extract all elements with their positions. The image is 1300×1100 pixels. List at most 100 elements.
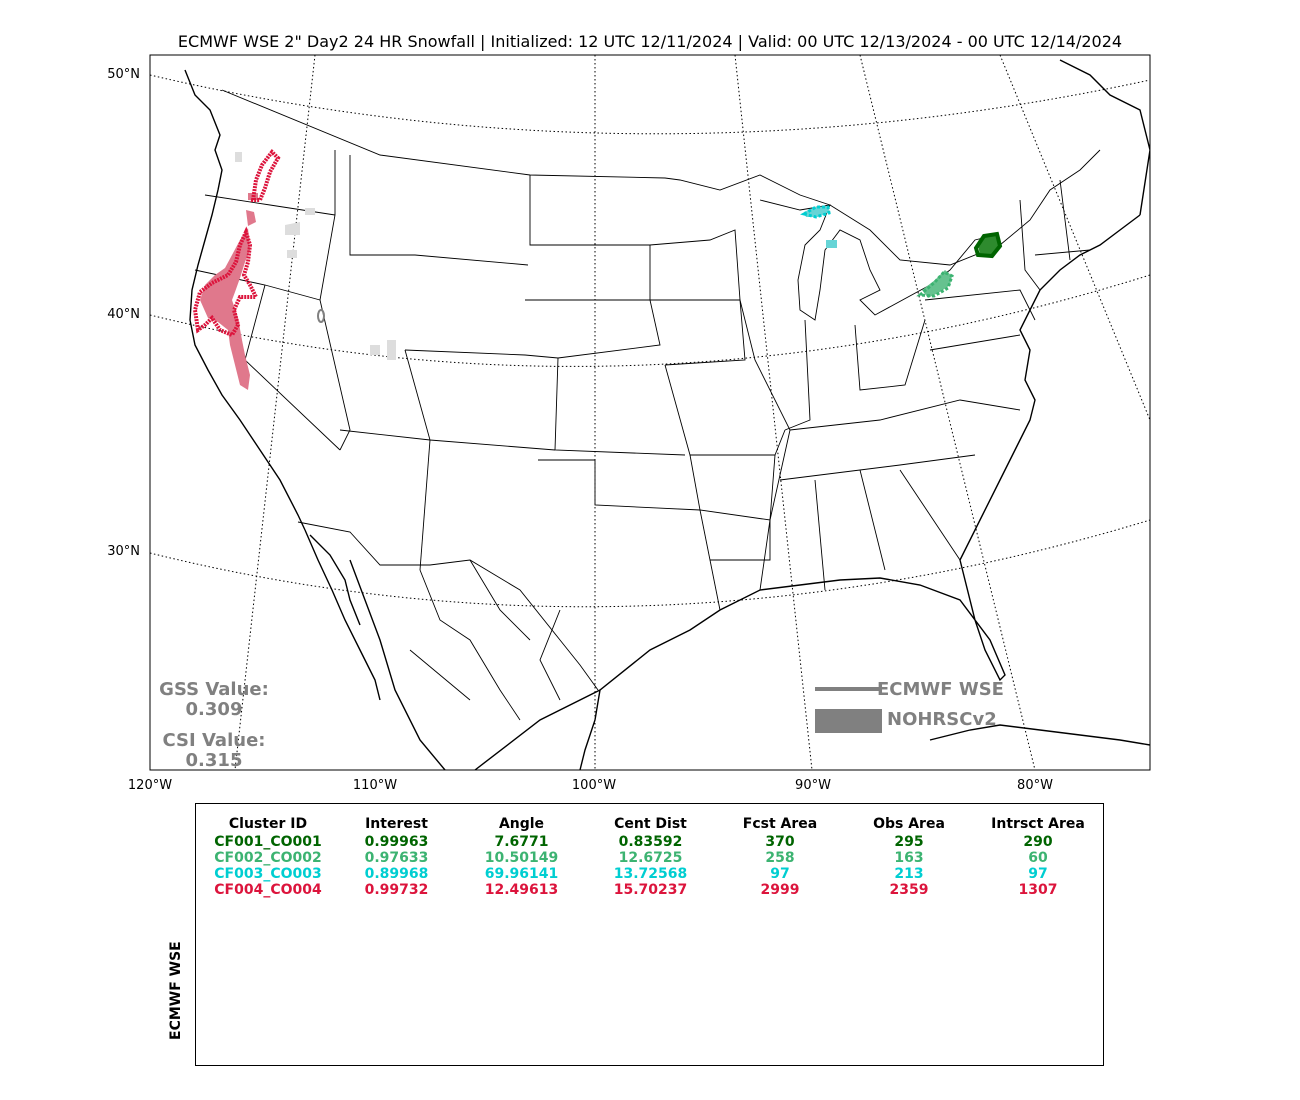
cell-cluster-id: CF004_CO004 xyxy=(214,882,322,898)
lon-line-80 xyxy=(859,55,1036,770)
lon-label-110: 110°W xyxy=(352,778,398,793)
cell-obs-area: 213 xyxy=(894,866,924,882)
ut-co-border xyxy=(404,349,431,441)
lat-line-50 xyxy=(150,74,1150,135)
cell-angle: 69.96141 xyxy=(484,866,559,882)
table-row: CF001_CO001 0.99963 7.6771 0.83592 370 2… xyxy=(200,834,1103,850)
legend-fill-label: NOHRSCv2 xyxy=(887,709,997,730)
fcst-contour-cf004-ca xyxy=(192,226,260,338)
penn-ny xyxy=(924,289,1036,351)
mississippi-river xyxy=(739,299,791,591)
az-nm-border xyxy=(339,429,556,451)
cell-cent-dist: 0.83592 xyxy=(618,834,683,850)
cell-intrsct-area: 60 xyxy=(1028,850,1048,866)
cell-cluster-id: CF001_CO001 xyxy=(214,834,322,850)
cell-cluster-id: CF003_CO003 xyxy=(214,866,322,882)
political-borders xyxy=(194,89,1101,721)
gulf-california xyxy=(309,534,361,626)
obs-area-cf002 xyxy=(922,270,952,298)
baja-coast xyxy=(304,529,381,701)
cell-obs-area: 295 xyxy=(894,834,924,850)
cell-fcst-area: 258 xyxy=(765,850,795,866)
lon-label-80: 80°W xyxy=(1017,778,1053,793)
legend-line-label: ECMWF WSE xyxy=(877,679,1004,700)
header-cent-dist: Cent Dist xyxy=(614,816,687,832)
table-header-row: Cluster ID Interest Angle Cent Dist Fcst… xyxy=(200,814,1103,834)
obs-area-minor-1 xyxy=(235,152,396,360)
lon-label-90: 90°W xyxy=(795,778,831,793)
wy-co-border xyxy=(404,349,559,359)
fcst-contour-cf001 xyxy=(973,231,1003,259)
nebraska xyxy=(525,299,661,359)
new-england xyxy=(1019,179,1091,291)
graticule xyxy=(150,55,1150,770)
coastlines xyxy=(184,59,1150,770)
great-lakes-outline xyxy=(759,199,996,321)
mexico-west-coast xyxy=(349,559,446,770)
cell-interest: 0.89968 xyxy=(364,866,429,882)
header-intrsct-area: Intrsct Area xyxy=(991,816,1085,832)
cell-cent-dist: 13.72568 xyxy=(613,866,688,882)
legend-fill-swatch xyxy=(815,709,882,733)
cell-angle: 12.49613 xyxy=(484,882,559,898)
cell-fcst-area: 97 xyxy=(770,866,790,882)
mexico-gulf-coast xyxy=(579,689,601,770)
observed-areas xyxy=(200,152,1000,390)
map-frame xyxy=(149,54,1151,771)
lon-label-100: 100°W xyxy=(571,778,617,793)
csi-label: CSI Value: xyxy=(162,730,266,751)
minnesota xyxy=(649,229,741,301)
cell-intrsct-area: 290 xyxy=(1023,834,1053,850)
obs-area-cf004-north xyxy=(246,210,256,226)
nm-tx-border xyxy=(419,439,431,571)
cell-obs-area: 2359 xyxy=(889,882,929,898)
stats-table: Cluster ID Interest Angle Cent Dist Fcst… xyxy=(200,814,1103,898)
obs-area-minor-2 xyxy=(317,309,325,323)
arkansas xyxy=(689,454,776,521)
lon-line-90 xyxy=(734,55,813,770)
louisiana xyxy=(710,520,771,561)
illinois xyxy=(784,319,811,431)
lat-label-50: 50°N xyxy=(107,67,140,82)
cell-intrsct-area: 1307 xyxy=(1018,882,1058,898)
id-west xyxy=(319,150,336,301)
obs-area-cf004 xyxy=(200,228,250,390)
missouri xyxy=(664,364,786,456)
lon-line-70 xyxy=(999,55,1150,421)
ca-nv-border xyxy=(244,284,341,451)
forecast-contours xyxy=(192,148,1003,338)
gulf-coast xyxy=(474,214,1141,770)
cell-interest: 0.99963 xyxy=(364,834,429,850)
cell-interest: 0.97633 xyxy=(364,850,429,866)
header-obs-area: Obs Area xyxy=(873,816,945,832)
fcst-contour-cf003 xyxy=(800,205,831,219)
dakotas xyxy=(529,175,651,300)
header-angle: Angle xyxy=(498,816,545,832)
tn-south xyxy=(779,454,976,481)
lon-label-120: 120°W xyxy=(127,778,173,793)
table-row: CF002_CO002 0.97633 10.50149 12.6725 258… xyxy=(200,850,1103,866)
fcst-contour-cf002 xyxy=(916,270,954,298)
us-mexico-border xyxy=(297,521,599,691)
kentucky-tn xyxy=(789,399,1021,431)
iowa xyxy=(650,299,746,366)
pacific-coast xyxy=(184,69,306,531)
table-row: CF003_CO003 0.89968 69.96141 13.72568 97… xyxy=(200,866,1103,882)
header-fcst-area: Fcst Area xyxy=(742,816,818,832)
wa-or-border xyxy=(204,194,336,216)
cell-cent-dist: 15.70237 xyxy=(613,882,688,898)
csi-value: 0.315 xyxy=(185,750,243,771)
cell-angle: 7.6771 xyxy=(494,834,549,850)
indiana-ohio xyxy=(854,319,926,391)
northeast-coast xyxy=(1059,59,1150,216)
canada-us-border xyxy=(221,89,1101,266)
header-interest: Interest xyxy=(365,816,428,832)
gss-label: GSS Value: xyxy=(159,679,269,700)
mexico-states xyxy=(409,559,561,721)
table-row: CF004_CO004 0.99732 12.49613 15.70237 29… xyxy=(200,882,1103,898)
cell-fcst-area: 370 xyxy=(765,834,795,850)
nv-ut-border xyxy=(319,299,351,451)
kansas xyxy=(554,357,686,456)
florida-keys-cuba xyxy=(929,724,1150,746)
